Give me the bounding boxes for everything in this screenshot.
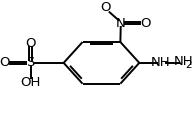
- Text: 2: 2: [186, 60, 192, 70]
- Text: NH: NH: [151, 56, 171, 69]
- Text: S: S: [26, 56, 35, 69]
- Text: NH: NH: [174, 55, 193, 68]
- Text: O: O: [0, 56, 10, 69]
- Text: N: N: [116, 17, 126, 30]
- Text: O: O: [141, 17, 151, 30]
- Text: O: O: [25, 37, 36, 50]
- Text: OH: OH: [20, 77, 41, 89]
- Text: O: O: [101, 1, 111, 14]
